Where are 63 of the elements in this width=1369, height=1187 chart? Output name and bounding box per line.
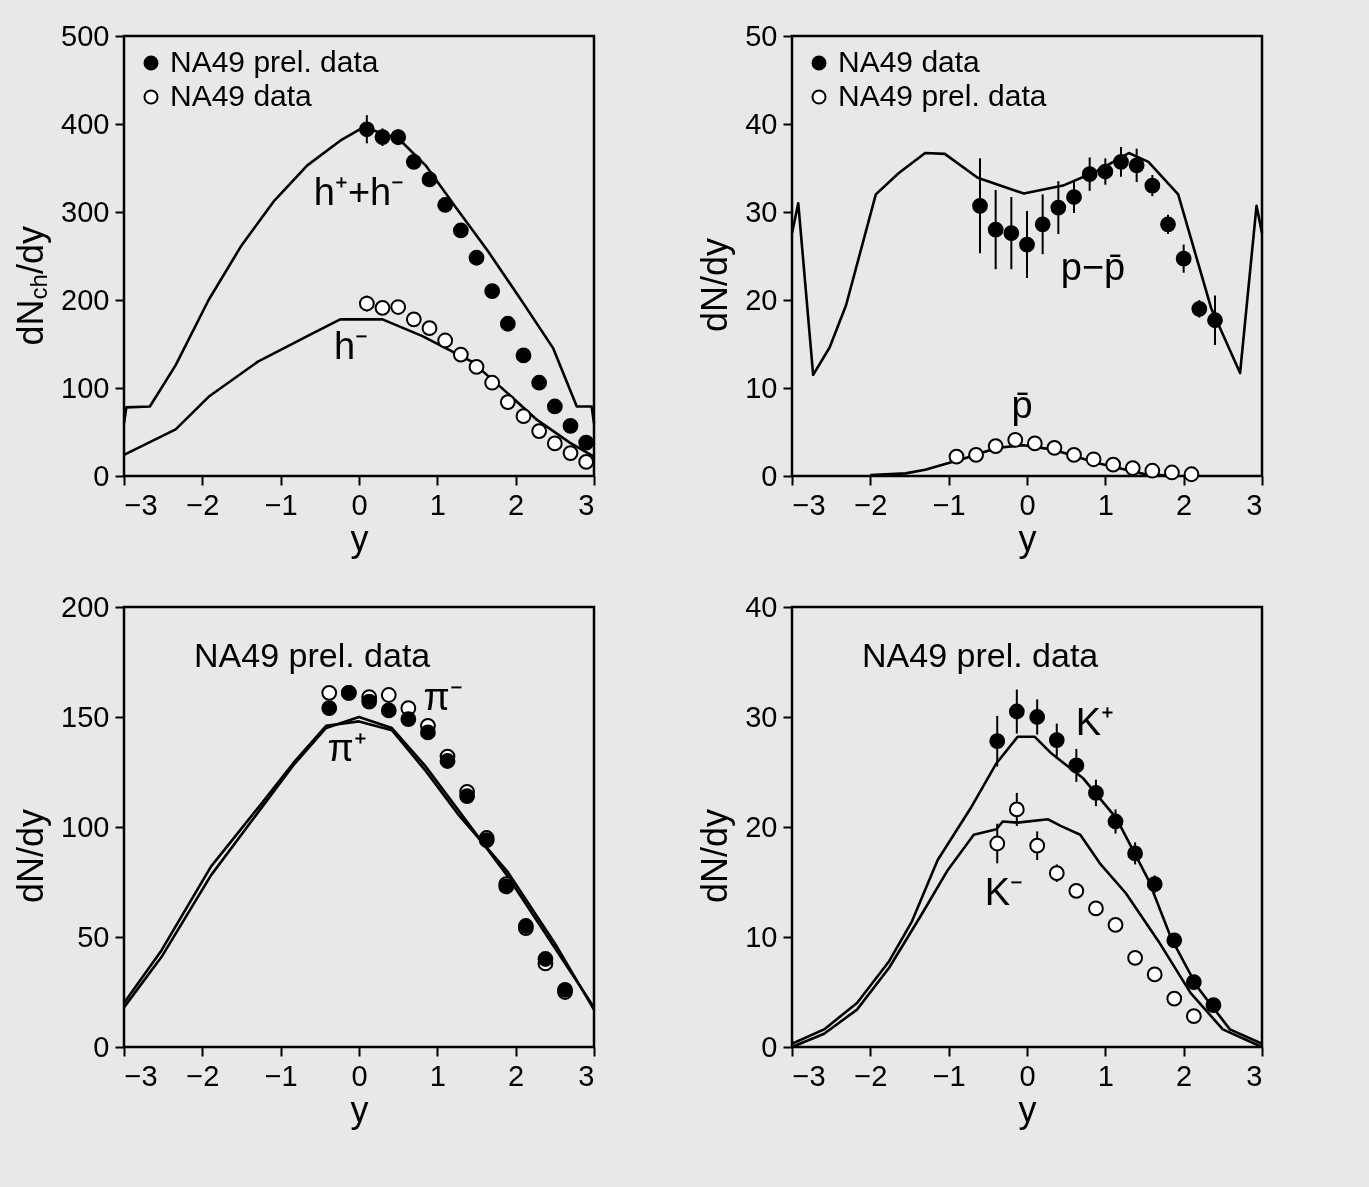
- y-tick-label: 200: [61, 283, 110, 316]
- x-tick-label: −2: [186, 488, 220, 521]
- y-tick-label: 10: [745, 920, 778, 953]
- x-tick-label: 1: [1097, 1059, 1114, 1092]
- x-tick-label: 1: [429, 488, 446, 521]
- y-tick-label: 0: [93, 459, 110, 492]
- y-tick-label: 300: [61, 195, 110, 228]
- y-tick-label: 20: [745, 810, 778, 843]
- annotation: π⁺: [327, 727, 367, 769]
- y-tick-label: 40: [745, 590, 778, 623]
- annotation: K⁻: [984, 871, 1024, 913]
- y-axis-title: dN/dy: [694, 238, 736, 333]
- x-tick-label: 1: [1097, 488, 1114, 521]
- x-tick-label: −2: [854, 488, 888, 521]
- x-tick-label: −2: [186, 1059, 220, 1092]
- x-tick-label: 3: [578, 488, 595, 521]
- y-tick-label: 30: [745, 195, 778, 228]
- y-tick-label: 10: [745, 371, 778, 404]
- x-tick-label: −3: [124, 488, 158, 521]
- legend-label: NA49 prel. data: [170, 45, 379, 78]
- y-tick-label: 0: [761, 1030, 778, 1063]
- x-tick-label: 3: [578, 1059, 595, 1092]
- annotation: p−p̄: [1060, 246, 1126, 288]
- x-tick-label: −1: [932, 1059, 966, 1092]
- y-axis-title: dN/dy: [10, 809, 52, 904]
- x-tick-label: 2: [1176, 488, 1193, 521]
- x-tick-label: 2: [508, 488, 525, 521]
- y-tick-label: 100: [61, 371, 110, 404]
- x-tick-label: 3: [1246, 1059, 1263, 1092]
- y-tick-label: 50: [745, 19, 778, 52]
- y-tick-label: 20: [745, 283, 778, 316]
- y-tick-label: 0: [93, 1030, 110, 1063]
- y-tick-label: 200: [61, 590, 110, 623]
- annotation: h⁺+h⁻: [313, 171, 405, 213]
- x-tick-label: −1: [932, 488, 966, 521]
- annotation: K⁺: [1075, 701, 1115, 743]
- legend-label: NA49 prel. data: [838, 79, 1047, 112]
- y-tick-label: 0: [761, 459, 778, 492]
- x-tick-label: 2: [1176, 1059, 1193, 1092]
- x-tick-label: 2: [508, 1059, 525, 1092]
- x-tick-label: −1: [264, 488, 298, 521]
- legend-label: NA49 data: [838, 45, 981, 78]
- annotation: π⁻: [423, 676, 463, 718]
- y-tick-label: 40: [745, 107, 778, 140]
- annotation: NA49 prel. data: [862, 636, 1099, 674]
- y-tick-label: 30: [745, 700, 778, 733]
- y-axis-title: dN/dy: [694, 809, 736, 904]
- y-tick-label: 50: [77, 920, 110, 953]
- y-tick-label: 150: [61, 700, 110, 733]
- x-tick-label: 3: [1246, 488, 1263, 521]
- annotation: NA49 prel. data: [194, 636, 431, 674]
- y-tick-label: 400: [61, 107, 110, 140]
- x-tick-label: −1: [264, 1059, 298, 1092]
- y-tick-label: 100: [61, 810, 110, 843]
- x-tick-label: −3: [792, 488, 826, 521]
- x-tick-label: −3: [792, 1059, 826, 1092]
- annotation: h⁻: [333, 325, 369, 367]
- legend-label: NA49 data: [170, 79, 313, 112]
- y-tick-label: 500: [61, 19, 110, 52]
- x-tick-label: −3: [124, 1059, 158, 1092]
- annotation: p̄: [1011, 384, 1033, 426]
- x-tick-label: 1: [429, 1059, 446, 1092]
- x-tick-label: −2: [854, 1059, 888, 1092]
